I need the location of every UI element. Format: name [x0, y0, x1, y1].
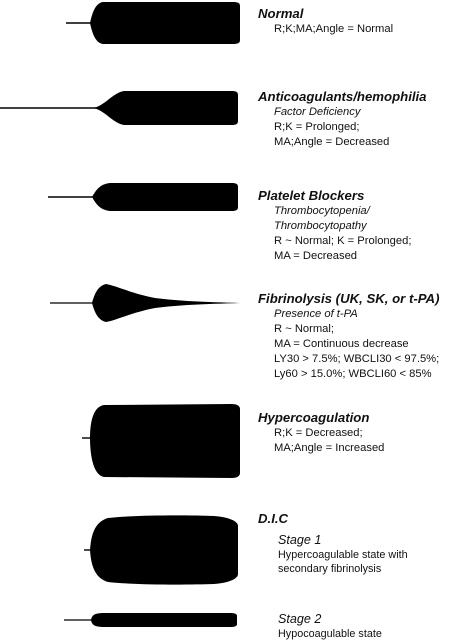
stage-line: secondary fibrinolysis	[278, 563, 382, 575]
tracing-hypercoagulation	[82, 404, 240, 478]
tracing-anticoagulants	[0, 91, 238, 125]
pattern-line: LY30 > 7.5%; WBCLI30 < 97.5%;	[274, 353, 440, 365]
pattern-subtitle: Thrombocytopathy	[274, 220, 367, 232]
pattern-line: MA;Angle = Decreased	[274, 136, 390, 148]
stage-line: Hypocoagulable state	[278, 628, 382, 640]
pattern-fibrinolysis: Fibrinolysis (UK, SK, or t-PA) Presence …	[258, 291, 439, 382]
pattern-line: MA = Continuous decrease	[274, 338, 409, 350]
pattern-subtitle: Factor Deficiency	[274, 106, 361, 118]
stage-2: Stage 2 Hypocoagulable state	[278, 611, 382, 641]
stage-1: Stage 1 Hypercoagulable state with secon…	[278, 532, 408, 576]
pattern-title: Anticoagulants/hemophilia	[258, 89, 427, 104]
pattern-line: MA = Decreased	[274, 250, 358, 262]
tracing-dic-stage-2	[64, 613, 237, 627]
pattern-line: R ~ Normal; K = Prolonged;	[274, 235, 412, 247]
pattern-line: R;K;MA;Angle = Normal	[274, 23, 394, 35]
stage-title: Stage 1	[278, 533, 322, 547]
tracing-fibrinolysis	[50, 284, 240, 322]
pattern-title: Fibrinolysis (UK, SK, or t-PA)	[258, 291, 440, 306]
pattern-line: R;K = Decreased;	[274, 427, 363, 439]
pattern-hypercoagulation: Hypercoagulation R;K = Decreased; MA;Ang…	[258, 410, 384, 456]
pattern-platelet-blockers: Platelet Blockers Thrombocytopenia/ Thro…	[258, 188, 411, 264]
pattern-title: D.I.C	[258, 511, 289, 526]
tracing-dic-stage-1	[84, 515, 238, 585]
pattern-title: Normal	[258, 6, 304, 21]
tracing-normal	[66, 2, 240, 44]
tracing-platelet-blockers	[48, 183, 238, 211]
pattern-subtitle: Thrombocytopenia/	[274, 205, 370, 217]
pattern-line: R ~ Normal;	[274, 323, 334, 335]
pattern-normal: Normal R;K;MA;Angle = Normal	[258, 6, 393, 37]
stage-title: Stage 2	[278, 612, 322, 626]
pattern-dic: D.I.C	[258, 511, 288, 527]
pattern-title: Hypercoagulation	[258, 410, 370, 425]
pattern-subtitle: Presence of t-PA	[274, 308, 358, 320]
stage-line: Hypercoagulable state with	[278, 549, 408, 561]
pattern-title: Platelet Blockers	[258, 188, 365, 203]
pattern-line: Ly60 > 15.0%; WBCLI60 < 85%	[274, 368, 432, 380]
pattern-line: MA;Angle = Increased	[274, 442, 385, 454]
pattern-line: R;K = Prolonged;	[274, 121, 360, 133]
pattern-anticoagulants: Anticoagulants/hemophilia Factor Deficie…	[258, 89, 427, 150]
